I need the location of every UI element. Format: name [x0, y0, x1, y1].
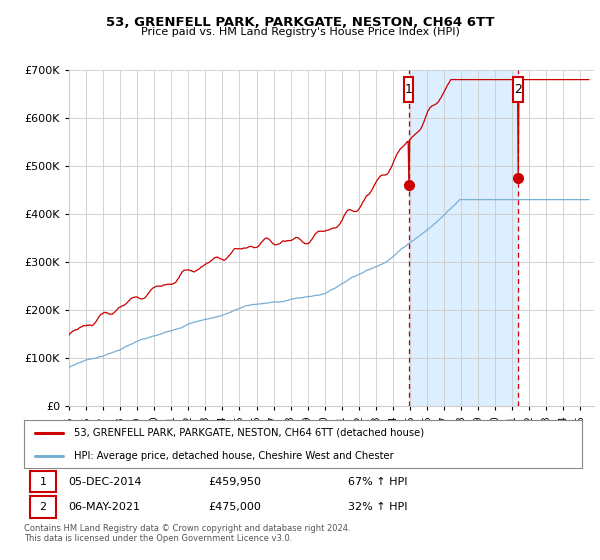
- Text: 05-DEC-2014: 05-DEC-2014: [68, 477, 142, 487]
- Text: £459,950: £459,950: [208, 477, 261, 487]
- Text: 1: 1: [40, 477, 46, 487]
- Text: 32% ↑ HPI: 32% ↑ HPI: [347, 502, 407, 512]
- FancyBboxPatch shape: [29, 472, 56, 492]
- FancyBboxPatch shape: [404, 77, 413, 102]
- Text: Price paid vs. HM Land Registry's House Price Index (HPI): Price paid vs. HM Land Registry's House …: [140, 27, 460, 37]
- Text: Contains HM Land Registry data © Crown copyright and database right 2024.
This d: Contains HM Land Registry data © Crown c…: [24, 524, 350, 543]
- Text: 53, GRENFELL PARK, PARKGATE, NESTON, CH64 6TT (detached house): 53, GRENFELL PARK, PARKGATE, NESTON, CH6…: [74, 428, 424, 438]
- Bar: [409, 70, 518, 406]
- FancyBboxPatch shape: [514, 77, 523, 102]
- Text: £475,000: £475,000: [208, 502, 261, 512]
- Text: 2: 2: [514, 83, 522, 96]
- Text: 67% ↑ HPI: 67% ↑ HPI: [347, 477, 407, 487]
- Text: HPI: Average price, detached house, Cheshire West and Chester: HPI: Average price, detached house, Ches…: [74, 451, 394, 461]
- FancyBboxPatch shape: [29, 497, 56, 517]
- Text: 1: 1: [404, 83, 412, 96]
- Text: 53, GRENFELL PARK, PARKGATE, NESTON, CH64 6TT: 53, GRENFELL PARK, PARKGATE, NESTON, CH6…: [106, 16, 494, 29]
- Text: 2: 2: [40, 502, 47, 512]
- Text: 06-MAY-2021: 06-MAY-2021: [68, 502, 140, 512]
